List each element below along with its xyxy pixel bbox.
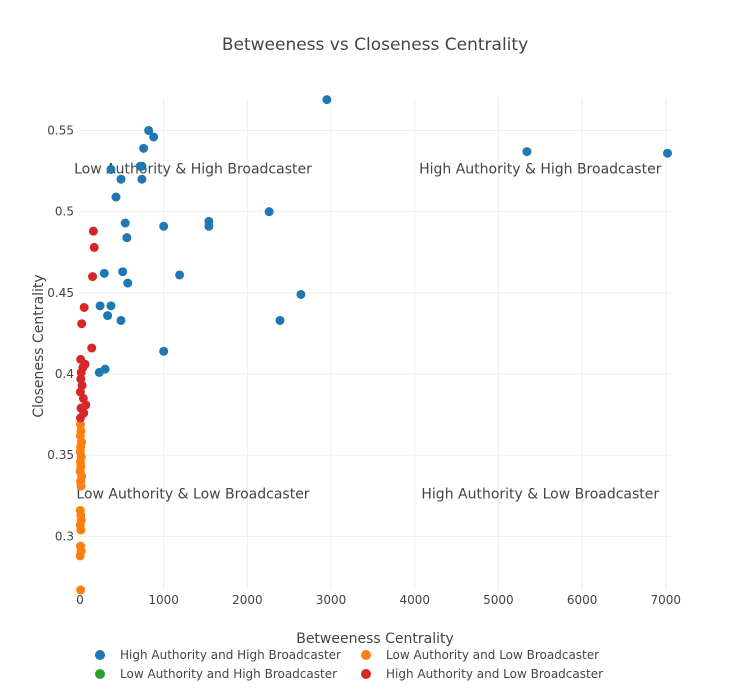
data-point — [77, 319, 87, 329]
data-points — [75, 95, 672, 595]
data-point — [89, 242, 99, 252]
quadrant-label: Low Authority & Low Broadcaster — [76, 486, 309, 502]
data-point — [76, 525, 86, 535]
data-point — [79, 302, 89, 312]
data-point — [137, 174, 147, 184]
data-point — [296, 289, 306, 299]
x-tick-label: 0 — [76, 593, 84, 607]
data-point — [175, 270, 185, 280]
data-point — [88, 226, 98, 236]
legend-marker — [361, 669, 371, 679]
data-point — [106, 301, 116, 311]
y-tick-label: 0.45 — [47, 286, 74, 300]
x-tick-label: 3000 — [316, 593, 347, 607]
data-point — [76, 585, 86, 595]
data-point — [95, 301, 105, 311]
data-point — [322, 95, 332, 105]
y-axis-title: Closeness Centrality — [31, 274, 47, 417]
legend-marker — [361, 650, 371, 660]
data-point — [103, 311, 113, 321]
y-tick-label: 0.5 — [55, 205, 74, 219]
data-point — [159, 346, 169, 356]
x-tick-label: 2000 — [232, 593, 263, 607]
data-point — [111, 192, 121, 202]
data-point — [120, 218, 130, 228]
legend-item[interactable]: High Authority and High Broadcaster — [95, 648, 341, 662]
data-point — [116, 315, 126, 325]
data-point — [76, 367, 86, 377]
data-point — [139, 143, 149, 153]
data-point — [135, 161, 145, 171]
data-point — [123, 278, 133, 288]
data-point — [87, 343, 97, 353]
legend-marker — [95, 669, 105, 679]
y-tick-label: 0.35 — [47, 448, 74, 462]
data-point — [99, 268, 109, 278]
legend-item[interactable]: High Authority and Low Broadcaster — [361, 667, 603, 681]
x-tick-label: 5000 — [483, 593, 514, 607]
data-point — [118, 267, 128, 277]
data-point — [149, 132, 159, 142]
quadrant-annotations: Low Authority & High Broadcaster High Aut… — [74, 162, 662, 503]
x-tick-label: 6000 — [567, 593, 598, 607]
legend[interactable]: High Authority and High Broadcaster Low A… — [95, 648, 603, 681]
data-point — [264, 207, 274, 217]
data-point — [75, 551, 85, 561]
x-tick-label: 7000 — [651, 593, 682, 607]
chart-title: Betweeness vs Closeness Centrality — [222, 35, 528, 55]
data-point — [76, 481, 86, 491]
y-tick-label: 0.55 — [47, 123, 74, 137]
grid — [80, 98, 670, 590]
legend-marker — [95, 650, 105, 660]
data-point — [122, 233, 132, 243]
quadrant-label: High Authority & High Broadcaster — [419, 162, 662, 178]
legend-label: High Authority and High Broadcaster — [120, 648, 341, 662]
legend-item[interactable]: Low Authority and High Broadcaster — [95, 667, 337, 681]
data-point — [204, 221, 214, 231]
data-point — [522, 147, 532, 157]
y-tick-label: 0.3 — [55, 529, 74, 543]
legend-label: High Authority and Low Broadcaster — [386, 667, 603, 681]
quadrant-label: Low Authority & High Broadcaster — [74, 162, 312, 178]
data-point — [106, 164, 116, 174]
data-point — [275, 315, 285, 325]
data-point — [116, 174, 126, 184]
x-axis-title: Betweeness Centrality — [296, 631, 454, 647]
x-tick-label: 1000 — [148, 593, 179, 607]
data-point — [94, 367, 104, 377]
data-point — [75, 419, 85, 429]
data-point — [159, 221, 169, 231]
data-point — [76, 413, 86, 423]
quadrant-label: High Authority & Low Broadcaster — [421, 486, 659, 502]
data-point — [88, 272, 98, 282]
legend-label: Low Authority and High Broadcaster — [120, 667, 337, 681]
x-tick-label: 4000 — [399, 593, 430, 607]
data-point — [662, 148, 672, 158]
y-tick-label: 0.4 — [55, 367, 74, 381]
legend-label: Low Authority and Low Broadcaster — [386, 648, 599, 662]
legend-item[interactable]: Low Authority and Low Broadcaster — [361, 648, 599, 662]
tick-labels: 0 1000 2000 3000 4000 5000 6000 7000 0.3 0.35 0.4 0… — [47, 123, 681, 607]
data-point — [144, 125, 154, 135]
